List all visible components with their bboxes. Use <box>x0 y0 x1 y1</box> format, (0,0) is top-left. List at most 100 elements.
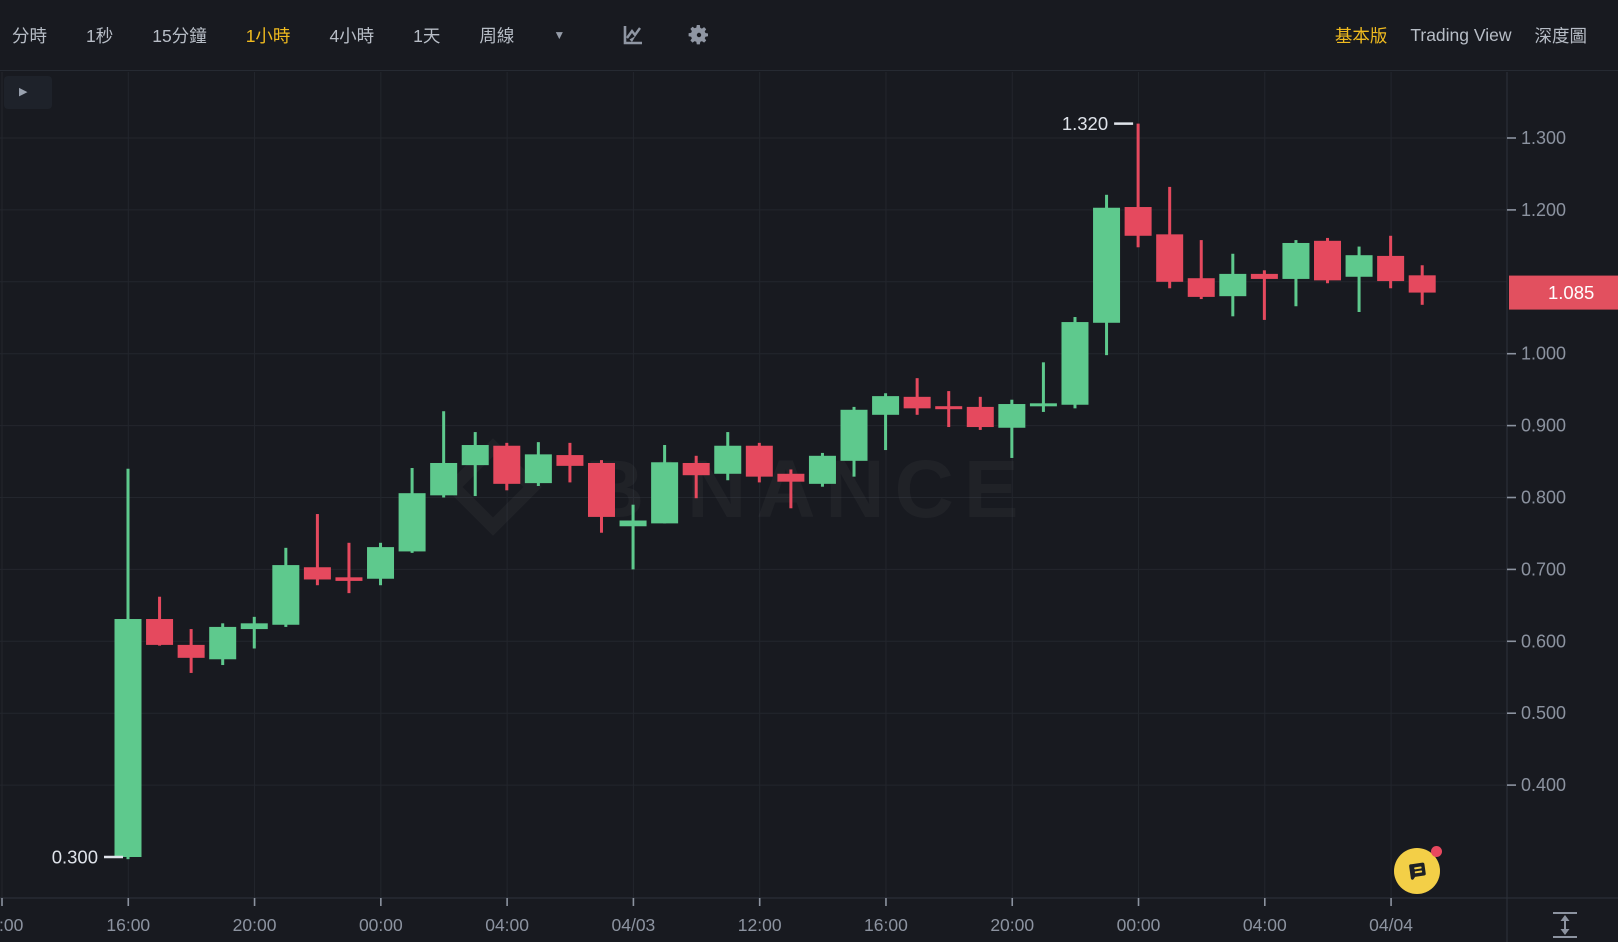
candle-18 <box>682 455 710 499</box>
candle-38 <box>1314 237 1342 284</box>
price-tick-label: 0.800 <box>1521 488 1566 508</box>
price-tick-label: 0.400 <box>1521 775 1566 795</box>
candle-body <box>808 455 836 484</box>
candle-body <box>272 565 300 625</box>
candle-body <box>177 644 205 658</box>
view-tab-trading-view[interactable]: Trading View <box>1410 24 1512 45</box>
candle-body <box>651 462 679 524</box>
candle-body <box>1345 255 1373 277</box>
time-tick-label: 20:00 <box>990 915 1034 935</box>
candle-3 <box>209 623 237 666</box>
candle-wick <box>315 514 319 586</box>
time-tick-label: 04:00 <box>1243 915 1287 935</box>
candle-27 <box>966 396 994 430</box>
candle-body <box>493 445 521 484</box>
candle-6 <box>303 514 331 586</box>
candle-24 <box>872 393 900 451</box>
candle-body <box>935 406 963 410</box>
timeframe-分時[interactable]: 分時 <box>12 25 47 46</box>
settings-gear-icon[interactable] <box>687 23 711 47</box>
candle-body <box>714 445 742 474</box>
candle-5 <box>272 547 300 627</box>
notification-dot <box>1431 846 1442 857</box>
price-tick-label: 1.300 <box>1521 128 1566 148</box>
candle-body <box>461 445 489 466</box>
candle-9 <box>398 468 426 553</box>
timeframe-15分鐘[interactable]: 15分鐘 <box>152 25 207 46</box>
timeframe-group: 分時 1秒 15分鐘 1小時 4小時 1天 周線 <box>12 23 553 48</box>
line-chart-icon <box>623 26 643 45</box>
candle-41 <box>1408 265 1436 305</box>
candle-36 <box>1250 270 1278 320</box>
candle-body <box>1156 234 1184 282</box>
chevron-down-icon[interactable]: ▼ <box>553 28 566 42</box>
candle-wick <box>884 393 888 451</box>
candle-body <box>209 626 237 660</box>
candle-4 <box>240 616 268 649</box>
candle-32 <box>1124 123 1152 248</box>
view-tab-深度圖[interactable]: 深度圖 <box>1534 25 1588 46</box>
candle-body <box>556 455 584 466</box>
candle-20 <box>745 442 773 483</box>
candle-body <box>398 493 426 552</box>
candle-body <box>1093 207 1121 323</box>
candle-17 <box>651 445 679 524</box>
view-mode-tabs: 基本版 Trading View 深度圖 <box>1335 23 1618 48</box>
candle-28 <box>998 399 1026 458</box>
price-tick-label: 0.500 <box>1521 703 1566 723</box>
candle-11 <box>461 432 489 497</box>
candle-body <box>114 619 142 857</box>
candle-body <box>303 567 331 580</box>
price-tick-label: 0.600 <box>1521 631 1566 651</box>
left-panel-expander-button[interactable]: ▶ <box>4 76 52 109</box>
last-price-label: 1.085 <box>1548 282 1594 303</box>
candle-35 <box>1219 253 1247 317</box>
candle-wick <box>631 504 635 570</box>
price-tick-label: 1.000 <box>1521 344 1566 364</box>
candle-wick <box>347 542 351 594</box>
candle-12 <box>493 442 521 491</box>
candle-33 <box>1156 186 1184 289</box>
time-axis[interactable]: :00 16:00 20:00 00:00 04:00 04/03 12:00 16:00 20… <box>0 898 1413 935</box>
candle-8 <box>367 542 395 586</box>
candle-29 <box>1029 362 1057 412</box>
candle-15 <box>587 460 615 533</box>
chart-style-icon[interactable] <box>621 23 645 47</box>
timeframe-周線[interactable]: 周線 <box>479 25 515 46</box>
candle-13 <box>524 442 552 486</box>
candle-body <box>1377 255 1405 282</box>
scale-adjust-icon[interactable] <box>1553 912 1577 938</box>
high-label: 1.320 <box>1062 113 1108 134</box>
candle-19 <box>714 432 742 481</box>
candle-10 <box>430 411 458 498</box>
price-tick-label: 0.900 <box>1521 416 1566 436</box>
view-tab-基本版[interactable]: 基本版 <box>1334 25 1388 46</box>
candle-26 <box>935 391 963 428</box>
candle-body <box>1061 322 1089 405</box>
candle-16 <box>619 504 647 570</box>
candle-wick <box>789 469 793 509</box>
candle-body <box>872 396 900 415</box>
timeframe-1秒[interactable]: 1秒 <box>86 25 114 46</box>
candle-body <box>745 445 773 477</box>
last-price-badge-bg <box>1509 275 1618 310</box>
time-tick-label: 20:00 <box>233 915 277 935</box>
candle-25 <box>903 378 931 415</box>
timeframe-4小時[interactable]: 4小時 <box>329 25 375 46</box>
candle-body <box>777 473 805 482</box>
candle-23 <box>840 406 868 477</box>
candle-wick <box>1136 123 1140 248</box>
timeframe-1小時[interactable]: 1小時 <box>245 25 291 46</box>
time-tick-label: 16:00 <box>864 915 908 935</box>
candle-body <box>1187 278 1215 297</box>
candles <box>114 123 1436 860</box>
price-axis[interactable]: 1.300 1.200 1.000 0.900 0.800 0.700 0.600 0.500… <box>1507 128 1566 795</box>
candle-7 <box>335 542 363 594</box>
time-tick-label: 04/03 <box>612 915 656 935</box>
candle-body <box>587 462 615 517</box>
timeframe-1天[interactable]: 1天 <box>413 25 441 46</box>
candle-body <box>840 409 868 461</box>
candle-body <box>146 619 174 645</box>
time-tick-label: 12:00 <box>738 915 782 935</box>
